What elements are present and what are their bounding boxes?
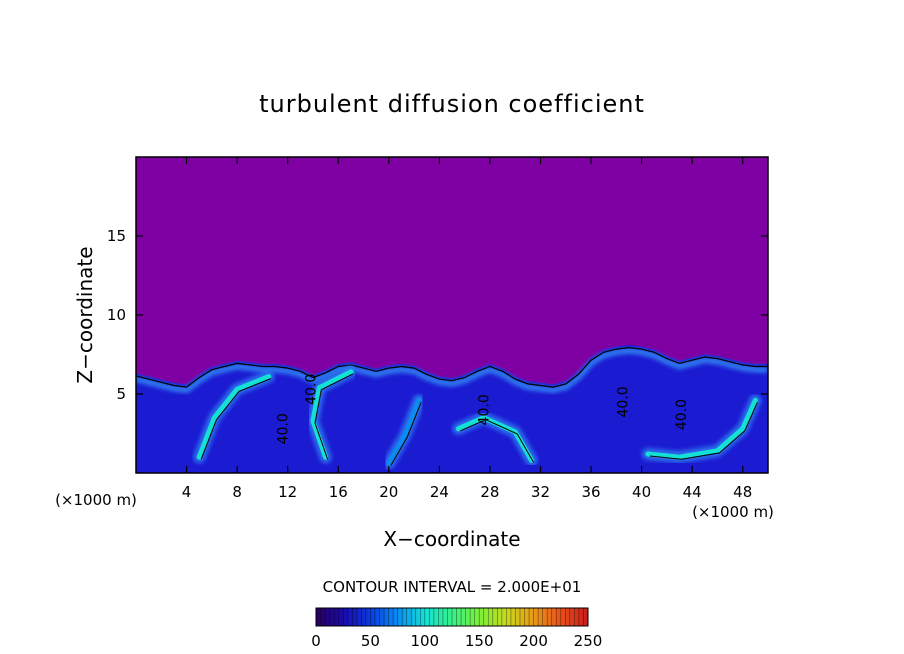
boundary-layer-contour [136,346,768,388]
high-value-streak [455,415,535,463]
streak-contour [460,419,535,463]
streak-contour [390,402,422,466]
x-tick-label: 28 [480,483,499,501]
colorbar-tick-label: 50 [361,632,380,650]
colorbar-tick-label: 150 [465,632,494,650]
x-tick-label: 12 [278,483,297,501]
turbulent-layer [136,345,768,473]
contour-label: 40.0 [674,399,690,430]
x-tick-label: 32 [531,483,550,501]
x-tick-label: 44 [683,483,702,501]
colorbar-stripes [320,608,584,626]
streak-contour [200,378,271,460]
x-tick-label: 36 [581,483,600,501]
x-unit-label: (×1000 m) [692,503,774,521]
x-tick-label: 4 [182,483,192,501]
high-value-streak [310,369,354,460]
y-unit-label: (×1000 m) [55,491,137,509]
colorbar-tick-label: 0 [311,632,321,650]
x-axis-title: X−coordinate [383,527,520,551]
contour-label: 40.0 [616,386,632,417]
boundary-layer-edge [136,347,768,394]
colorbar-frame [315,607,589,627]
x-tick-label: 16 [329,483,348,501]
colorbar: 0 50 100 150 200 250 [311,607,602,650]
y-tick-label: 15 [107,227,126,245]
colorbar-tick-labels: 0 50 100 150 200 250 [311,632,602,650]
chart-title: turbulent diffusion coefficient [259,90,645,118]
colorbar-tick-label: 100 [410,632,439,650]
streak-contour [649,402,758,460]
high-value-streak [196,374,272,460]
high-value-streak [386,397,422,466]
contour-label: 40.0 [304,374,320,405]
contour-interval-label: CONTOUR INTERVAL = 2.000E+01 [323,578,582,596]
x-tick-label: 48 [733,483,752,501]
contour-label: 40.0 [276,413,292,444]
y-axis-ticks: 5 10 15 [107,227,768,403]
high-value-streak [645,397,758,460]
y-tick-label: 5 [116,385,126,403]
x-tick-label: 40 [632,483,651,501]
contour-label: 40.0 [477,394,493,425]
plot-area [136,157,768,473]
x-tick-label: 8 [232,483,242,501]
colorbar-tick-label: 250 [574,632,603,650]
high-value-streaks [193,365,762,470]
boundary-layer-region [136,345,768,473]
x-tick-label: 24 [430,483,449,501]
contour-labels: 40.0 40.0 40.0 40.0 40.0 [276,374,690,445]
y-tick-label: 10 [107,306,126,324]
colorbar-tick-label: 200 [519,632,548,650]
x-tick-label: 20 [379,483,398,501]
x-axis-ticks: 4 8 12 16 20 24 28 32 36 40 44 48 [182,157,752,501]
streak-contour [314,373,354,460]
y-axis-title: Z−coordinate [73,246,97,383]
